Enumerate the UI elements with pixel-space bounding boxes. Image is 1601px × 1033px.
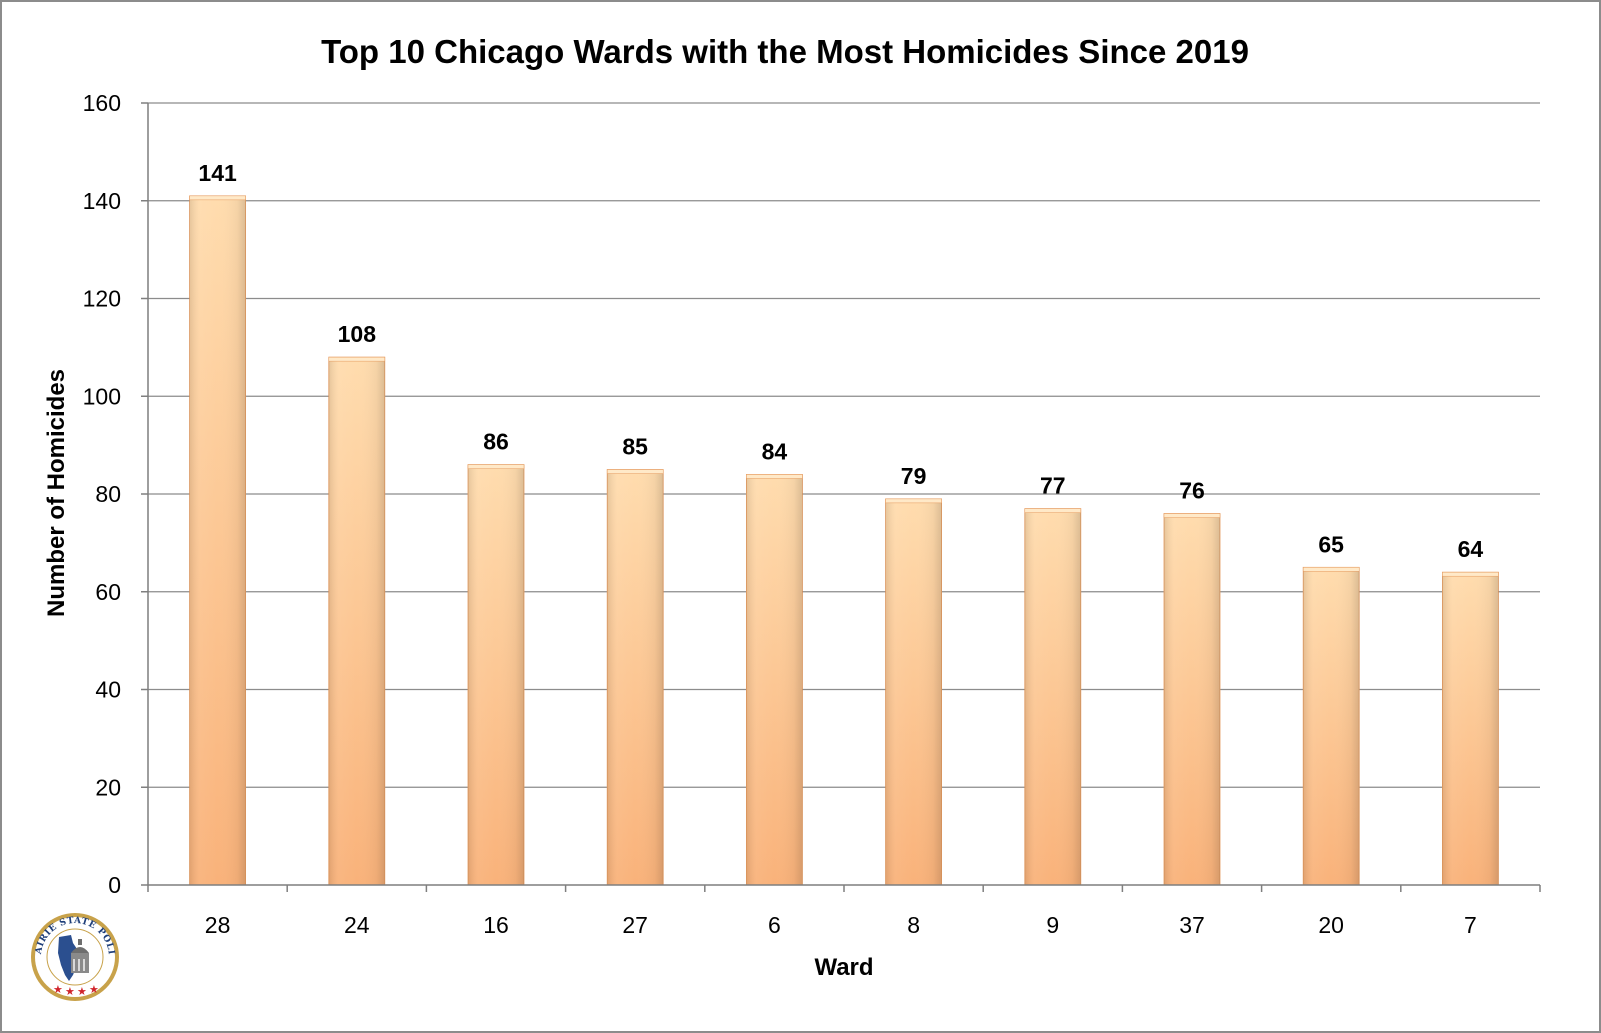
data-labels: 141 108 86 85 84 79 77 76 65 64 [198, 160, 1483, 562]
bar-cap [189, 195, 246, 201]
x-tick-label: 24 [344, 912, 370, 938]
bar-group [885, 498, 942, 886]
y-axis-ticks: 0 20 40 60 80 100 120 140 160 [83, 90, 148, 898]
data-label: 76 [1179, 478, 1205, 504]
y-tick-label: 100 [83, 383, 121, 409]
x-tick-label: 28 [205, 912, 231, 938]
bar-shading [189, 195, 246, 886]
x-tick-label: 9 [1046, 912, 1059, 938]
bar-cap [885, 498, 942, 504]
x-axis-label: Ward [814, 954, 873, 981]
data-label: 141 [198, 160, 237, 186]
y-tick-label: 120 [83, 286, 121, 312]
x-tick-label: 7 [1464, 912, 1477, 938]
bar-cap [467, 464, 525, 469]
bar-cap [1024, 508, 1082, 513]
bar-group [746, 474, 803, 886]
bar-shading [885, 498, 942, 885]
bar-shading [328, 357, 385, 885]
svg-text:★: ★ [89, 983, 99, 996]
bar-group [1163, 513, 1221, 886]
bar-shading [1024, 508, 1081, 885]
x-axis-ticks: 28 24 16 27 6 8 9 37 20 7 [147, 885, 1541, 938]
bar-shading [468, 464, 524, 885]
bar-group [189, 195, 247, 886]
bar-shading [1442, 572, 1499, 885]
illinois-capitol-seal-icon [58, 935, 89, 981]
data-label: 77 [1040, 473, 1066, 499]
seal-stars: ★ ★ ★ ★ [53, 983, 99, 998]
bar-cap [1442, 571, 1499, 577]
data-label: 108 [338, 321, 377, 347]
y-tick-label: 140 [83, 188, 121, 214]
bar-shading [1303, 567, 1360, 885]
bar-group [1442, 571, 1499, 886]
x-tick-label: 16 [483, 912, 509, 938]
y-tick-label: 160 [83, 90, 121, 116]
bar-group [1024, 508, 1082, 886]
bar-cap [1163, 513, 1221, 518]
bar-shading [607, 469, 664, 885]
bar-shading [746, 474, 803, 885]
bar-cap [1302, 567, 1360, 572]
svg-text:★: ★ [65, 985, 75, 998]
bar-cap [328, 356, 386, 362]
data-label: 64 [1458, 536, 1484, 562]
bar-cap [746, 474, 803, 479]
bar-shading [1164, 513, 1220, 885]
y-tick-label: 0 [108, 872, 121, 898]
x-tick-label: 8 [907, 912, 920, 938]
bar-group [606, 469, 664, 886]
data-label: 85 [622, 434, 648, 460]
data-label: 65 [1318, 531, 1344, 557]
seal-inner-ring [46, 928, 104, 986]
y-axis-label: Number of Homicides [43, 369, 70, 617]
data-label: 86 [483, 429, 509, 455]
y-tick-label: 80 [95, 481, 121, 507]
x-tick-label: 37 [1179, 912, 1205, 938]
bar-cap [606, 469, 664, 474]
y-tick-label: 40 [95, 677, 121, 703]
svg-text:★: ★ [77, 985, 87, 998]
bar-group [328, 356, 386, 886]
y-tick-label: 20 [95, 774, 121, 800]
x-tick-label: 20 [1318, 912, 1344, 938]
bar-group [1302, 566, 1360, 886]
svg-text:★: ★ [53, 983, 63, 996]
bars [189, 195, 1499, 886]
x-tick-label: 6 [768, 912, 781, 938]
x-tick-label: 27 [622, 912, 648, 938]
y-tick-label: 60 [95, 579, 121, 605]
data-label: 79 [901, 463, 927, 489]
chart-title: Top 10 Chicago Wards with the Most Homic… [321, 33, 1249, 70]
data-label: 84 [762, 438, 788, 464]
bar-group [467, 464, 525, 886]
prairie-state-policy-logo: PRAIRIE STATE POLICY ★ ★ ★ ★ [31, 913, 119, 1001]
